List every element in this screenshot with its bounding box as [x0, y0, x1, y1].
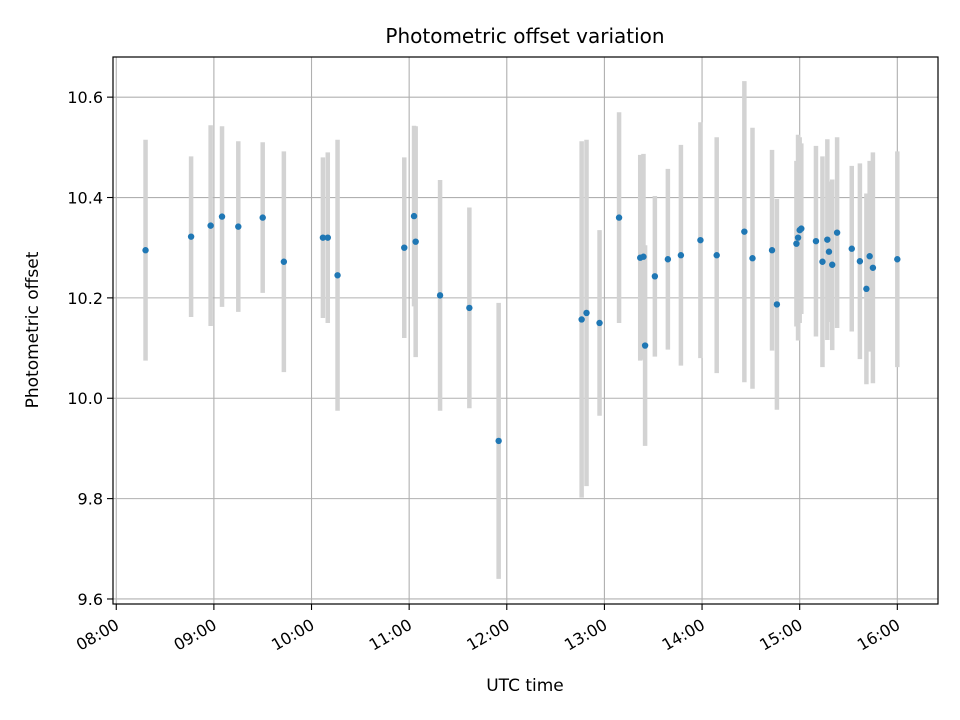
data-point [578, 316, 585, 323]
data-point [596, 319, 603, 327]
data-point [741, 228, 748, 235]
data-point [793, 240, 800, 247]
data-point [218, 213, 226, 220]
data-point [142, 247, 149, 254]
data-point [829, 261, 836, 268]
y-axis-ticks: 9.6 9.8 10.0 10.2 10.4 10.6 [67, 88, 113, 609]
data-point [280, 258, 288, 265]
data-point [794, 234, 802, 241]
data-point [866, 253, 873, 260]
y-tick-label: 10.4 [67, 189, 103, 208]
y-tick-label: 10.2 [67, 289, 103, 308]
data-point [848, 245, 855, 252]
y-axis-title: Photometric offset [23, 251, 43, 408]
data-point [856, 258, 864, 265]
data-point [495, 437, 502, 445]
data-point [697, 236, 704, 244]
data-point [466, 304, 473, 312]
data-point [819, 258, 826, 265]
data-point [615, 214, 623, 221]
data-point [664, 256, 672, 263]
y-tick-label: 9.6 [78, 590, 103, 609]
data-point [583, 309, 590, 317]
data-point [812, 237, 820, 245]
data-point [334, 272, 341, 279]
data-point [410, 212, 418, 220]
data-point [324, 234, 331, 241]
y-tick-label: 10.0 [67, 389, 103, 408]
data-point [235, 223, 242, 230]
data-point [894, 256, 901, 263]
data-point [869, 264, 877, 271]
data-point [207, 222, 214, 229]
data-point [677, 252, 685, 259]
data-point [259, 214, 266, 221]
data-point [713, 252, 720, 259]
data-point [749, 255, 756, 262]
x-axis-title: UTC time [486, 676, 564, 696]
data-point [798, 225, 805, 232]
data-point [768, 247, 776, 254]
data-point [436, 292, 444, 299]
data-point [825, 248, 833, 255]
data-point [773, 301, 781, 308]
data-point [651, 273, 659, 280]
chart-title: Photometric offset variation [385, 24, 664, 48]
data-point [187, 233, 195, 240]
y-tick-label: 9.8 [78, 490, 103, 509]
data-points [142, 212, 901, 445]
data-point [640, 253, 647, 260]
data-point [401, 244, 408, 251]
plot-frame [112, 56, 939, 605]
y-tick-label: 10.6 [67, 88, 103, 107]
data-point [833, 229, 841, 236]
data-point [641, 342, 649, 349]
data-point [319, 234, 327, 241]
data-point [863, 285, 870, 293]
data-point [412, 238, 419, 245]
data-point [824, 236, 831, 243]
